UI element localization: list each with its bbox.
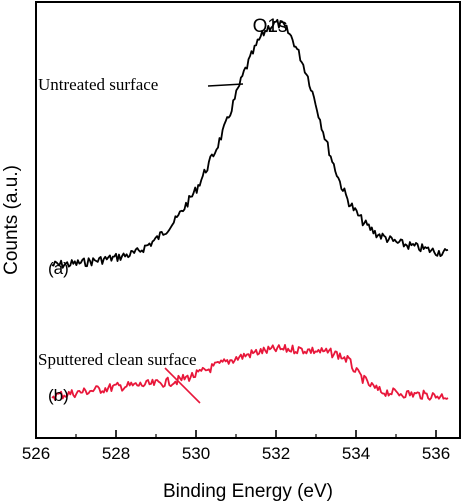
x-axis-title: Binding Energy (eV) bbox=[163, 481, 333, 502]
series-lines bbox=[51, 18, 449, 401]
plot-frame bbox=[35, 1, 461, 439]
series-untreated-line bbox=[51, 18, 449, 269]
x-tick-label: 534 bbox=[342, 444, 370, 463]
annotation-sputtered-pointer bbox=[164, 367, 201, 404]
series-sputtered-line bbox=[51, 343, 449, 401]
x-tick-label: 528 bbox=[102, 444, 130, 463]
x-tick-labels: 526 528 530 532 534 536 bbox=[22, 444, 450, 463]
annotation-sputtered: Sputtered clean surface bbox=[38, 350, 197, 369]
x-tick-label: 526 bbox=[22, 444, 50, 463]
label-a: (a) bbox=[48, 259, 69, 278]
y-axis-title: Counts (a.u.) bbox=[1, 165, 22, 275]
peak-title: O1s bbox=[253, 16, 288, 37]
x-tick-label: 532 bbox=[262, 444, 290, 463]
annotation-untreated-pointer bbox=[207, 83, 244, 87]
x-tick-label: 536 bbox=[422, 444, 450, 463]
x-tick-label: 530 bbox=[182, 444, 210, 463]
label-b: (b) bbox=[48, 386, 69, 405]
x-ticks bbox=[35, 430, 437, 438]
annotation-untreated: Untreated surface bbox=[38, 75, 158, 94]
